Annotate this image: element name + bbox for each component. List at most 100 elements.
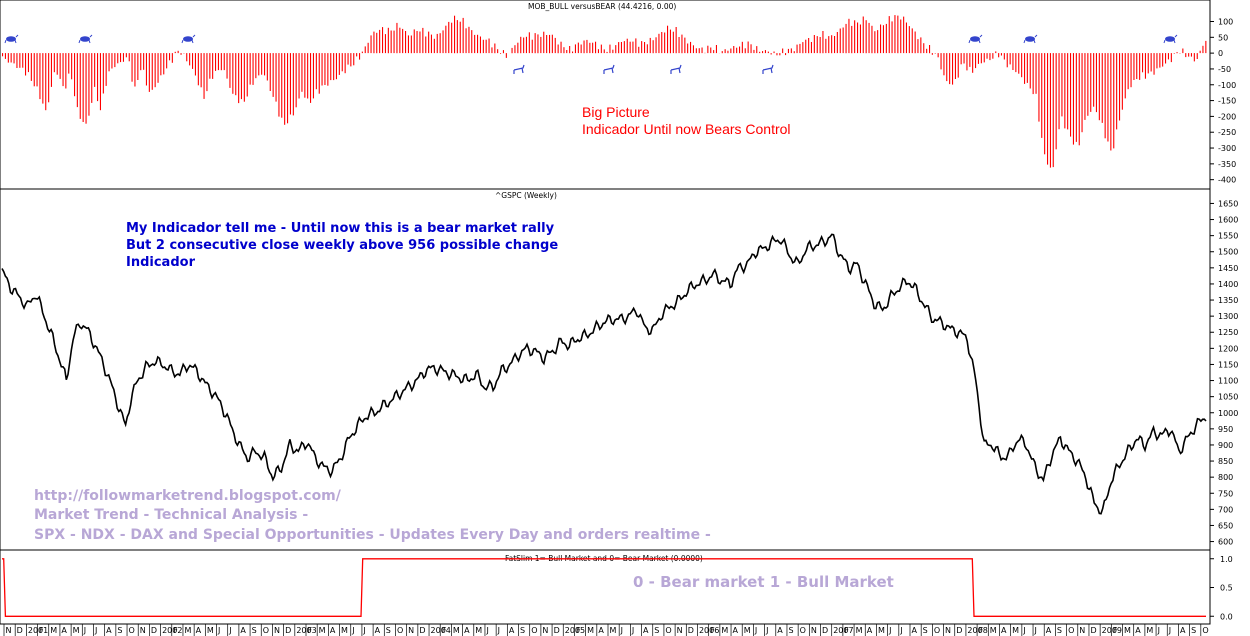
x-tick-label: J [351,626,354,635]
top-bar [310,53,312,103]
top-bar [949,53,951,85]
top-bar [45,53,47,111]
y-tick-label: 0 [1218,49,1223,58]
top-bar [137,53,139,80]
x-tick-label: F [844,626,849,635]
top-bar [99,53,101,111]
bull-marker-icon [968,34,983,44]
top-bar [574,44,576,54]
top-bar [831,35,833,54]
top-bar [65,53,67,89]
top-bar [900,19,902,54]
top-bar [1142,53,1144,73]
top-bar [410,35,412,54]
top-bar [975,53,977,69]
top-bar [62,53,64,87]
top-bar [580,44,582,54]
top-bar [563,47,565,54]
x-tick-label: 2006 [699,626,719,635]
top-bar [882,25,884,54]
top-bar [914,31,916,54]
top-bar [474,34,476,54]
top-bar [684,37,686,54]
y-tick-label: 1550 [1218,232,1238,241]
x-tick-label: N [274,626,280,635]
top-bar [1153,53,1155,75]
top-bar [370,35,372,54]
x-tick-label: J [485,626,488,635]
x-tick-label: O [1068,626,1074,635]
x-tick-label: M [878,626,885,635]
top-bar [206,53,208,92]
top-bar [39,53,41,100]
top-bar [597,49,599,54]
top-bar [1199,50,1201,54]
top-bar [793,51,795,54]
middle-y-axis: 1650 1600 1550 1500 1450 1400 1350 1300 1250 1200… [1210,199,1238,547]
top-bar [278,53,280,117]
top-bar [834,36,836,54]
top-bar [2,53,4,57]
top-bar [589,42,591,54]
top-bar [220,53,222,71]
top-bar [180,53,182,55]
top-bar [905,22,907,54]
top-bar [845,23,847,54]
y-tick-label: 1050 [1218,393,1238,402]
top-bar [759,51,761,54]
top-bar [678,37,680,54]
top-bar [373,31,375,54]
top-bar [246,53,248,97]
x-tick-label: M [1012,626,1019,635]
top-bar [1176,52,1178,54]
top-bar [384,34,386,54]
top-bar [681,34,683,54]
y-tick-label: 600 [1218,538,1233,547]
y-tick-label: 1000 [1218,409,1238,418]
top-bar [954,53,956,79]
top-bar [1012,53,1014,70]
top-bar [721,51,723,54]
x-tick-label: 2003 [296,626,316,635]
top-bar [341,53,343,72]
top-bar [986,53,988,59]
top-bar [543,31,545,54]
x-tick-label: A [509,626,515,635]
top-bar [1049,53,1051,168]
top-bar [215,53,217,71]
top-bar [200,53,202,88]
top-bar [1055,53,1057,150]
x-tick-label: J [765,626,768,635]
top-bar [1147,53,1149,74]
x-tick-label: A [777,626,783,635]
top-bar [658,33,660,54]
top-bar [232,53,234,94]
top-bar [1061,53,1063,117]
top-bar [30,53,32,81]
top-bar [963,53,965,64]
x-tick-label: A [1180,626,1186,635]
top-bar [560,41,562,54]
top-bar [298,53,300,99]
top-bar [862,16,864,54]
top-bar [189,53,191,66]
top-bar [1196,53,1198,59]
top-bar [796,44,798,54]
y-tick-label: -250 [1218,128,1236,137]
top-bar [842,27,844,54]
top-bar [839,28,841,54]
top-bar [1205,40,1207,54]
x-tick-label: J [362,626,365,635]
x-tick-label: D [688,626,694,635]
top-bar [868,22,870,54]
x-tick-label: 2007 [833,626,853,635]
top-bar [891,21,893,54]
top-bar [946,53,948,82]
top-bar [810,42,812,54]
top-bar [1047,53,1049,165]
x-tick-label: D [1090,626,1096,635]
x-tick-label: F [442,626,447,635]
top-bar [695,48,697,54]
top-bar [980,53,982,64]
top-bar [615,45,617,54]
